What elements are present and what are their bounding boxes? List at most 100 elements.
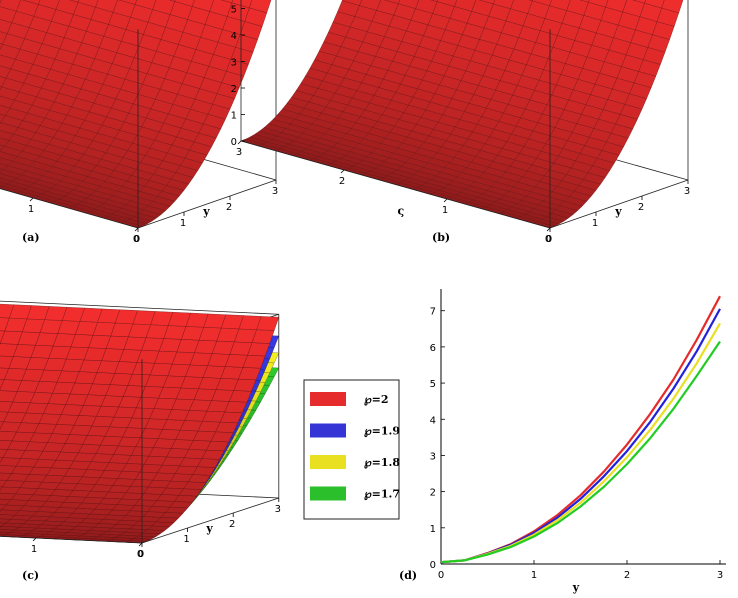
surface-patch <box>0 163 9 170</box>
panel-label: (a) <box>22 231 40 244</box>
y-tick-label: 1 <box>180 218 186 229</box>
y-tick-label: 6 <box>430 343 436 354</box>
y-tick-label: 4 <box>430 415 436 426</box>
x-tick-label: 1 <box>531 570 537 581</box>
axis-ticks: 0123012301234567 <box>31 498 281 560</box>
legend-swatch <box>310 486 346 501</box>
surface-patch <box>0 144 5 152</box>
surface-patch <box>0 54 16 70</box>
surface-patch <box>0 379 5 390</box>
surface-patch <box>0 472 12 481</box>
surface-patch <box>532 0 552 6</box>
y-tick-label: 0 <box>430 560 436 571</box>
surface-patch <box>0 529 15 533</box>
y-tick-label: 0 <box>546 234 552 245</box>
surface-patch <box>632 0 646 4</box>
box-front-edges <box>0 29 277 229</box>
surface-patch <box>0 0 21 12</box>
surface-patch <box>0 65 12 79</box>
y-tick-label: 1 <box>183 534 189 545</box>
box-front-edges <box>0 359 279 544</box>
surface-patch <box>0 43 3 51</box>
zeta-tick-mark <box>134 227 139 232</box>
z-tick-label: 2 <box>231 84 237 95</box>
series-line-0 <box>440 295 721 564</box>
surface-patch <box>0 330 5 344</box>
y-tick-label: 5 <box>430 379 436 390</box>
surface-patch <box>22 0 41 5</box>
surface-patch <box>0 317 10 332</box>
y-tick-label: 0 <box>138 549 144 560</box>
surface-patch <box>249 0 272 14</box>
surface-patch <box>191 0 214 12</box>
surface-patch <box>479 0 495 5</box>
z-tick-label: 0 <box>231 137 237 148</box>
box-edge <box>240 140 551 229</box>
surface-patch <box>0 104 11 116</box>
surface-patch <box>0 173 17 182</box>
box-edge <box>0 188 139 229</box>
zeta-tick-label: 1 <box>28 204 34 215</box>
surface-patch <box>493 0 514 9</box>
legend-label: ℘=1.8 <box>364 456 400 469</box>
surface-patch <box>0 157 14 166</box>
surface-patch <box>376 0 399 16</box>
surface-patch <box>0 465 17 474</box>
surface-patch <box>38 0 60 10</box>
surface-patch <box>566 0 589 16</box>
surface-phi-2 <box>0 303 280 544</box>
surface-patch <box>415 0 438 14</box>
surface-patch <box>398 0 420 9</box>
surface-patch <box>0 151 18 162</box>
axis-ticks: 0123012301234567 <box>231 5 691 246</box>
surface-patch <box>0 440 13 450</box>
surface-patch <box>0 355 14 369</box>
y-tick-label: 3 <box>684 186 690 197</box>
y-tick-label: 3 <box>430 451 436 462</box>
surface-patch <box>0 518 11 524</box>
zeta-tick-mark <box>138 542 143 547</box>
surface-patch <box>112 0 136 18</box>
legend-label: ℘=1.9 <box>364 425 400 438</box>
surface-patch <box>510 0 533 14</box>
legend-swatch <box>310 392 346 406</box>
surface-patch <box>579 0 590 3</box>
surface-patch <box>436 0 458 7</box>
surface-patch <box>644 0 665 9</box>
surface-phi-2 <box>240 0 684 229</box>
y-tick-label: 2 <box>638 202 644 213</box>
zeta-tick-mark <box>29 197 34 202</box>
surface-patch <box>0 514 16 520</box>
surface-patch <box>0 113 6 123</box>
zeta-tick-mark <box>546 227 551 232</box>
panel-label: (d) <box>399 569 417 582</box>
surface-patch <box>69 0 79 3</box>
panel-label: (b) <box>432 231 450 244</box>
surface-patch <box>0 534 6 537</box>
surface-patch <box>430 0 438 2</box>
surface-patch <box>454 0 477 12</box>
axis-ticks: 0123012301234567 <box>28 180 278 245</box>
series-line-1 <box>440 308 721 564</box>
x-axis-label: y <box>572 581 580 594</box>
panel-label: (c) <box>22 569 39 582</box>
surface-phi-2 <box>0 0 272 229</box>
legend-swatch <box>310 455 346 469</box>
panel-d-line-chart: 0 1 2 3 0 1 2 3 4 5 6 7 y (d) <box>399 289 726 594</box>
box-front-edges <box>240 29 689 229</box>
box-edge <box>137 179 277 229</box>
surface-patch <box>0 185 4 188</box>
zeta-tick-label: 0 <box>133 234 139 245</box>
y-tick-label: 2 <box>430 488 436 499</box>
y-tick-label: 2 <box>229 519 235 530</box>
surface-patch <box>605 0 627 13</box>
y-tick-label: 7 <box>430 307 436 318</box>
x-tick-label: 3 <box>717 570 723 581</box>
surface-patch <box>0 303 15 319</box>
surface-patch <box>0 411 9 422</box>
surface-patch <box>221 0 233 4</box>
zeta-tick-label: 0 <box>137 549 143 560</box>
surface-patch <box>0 430 17 442</box>
box-edge <box>549 179 689 229</box>
surface-patch <box>549 0 571 11</box>
